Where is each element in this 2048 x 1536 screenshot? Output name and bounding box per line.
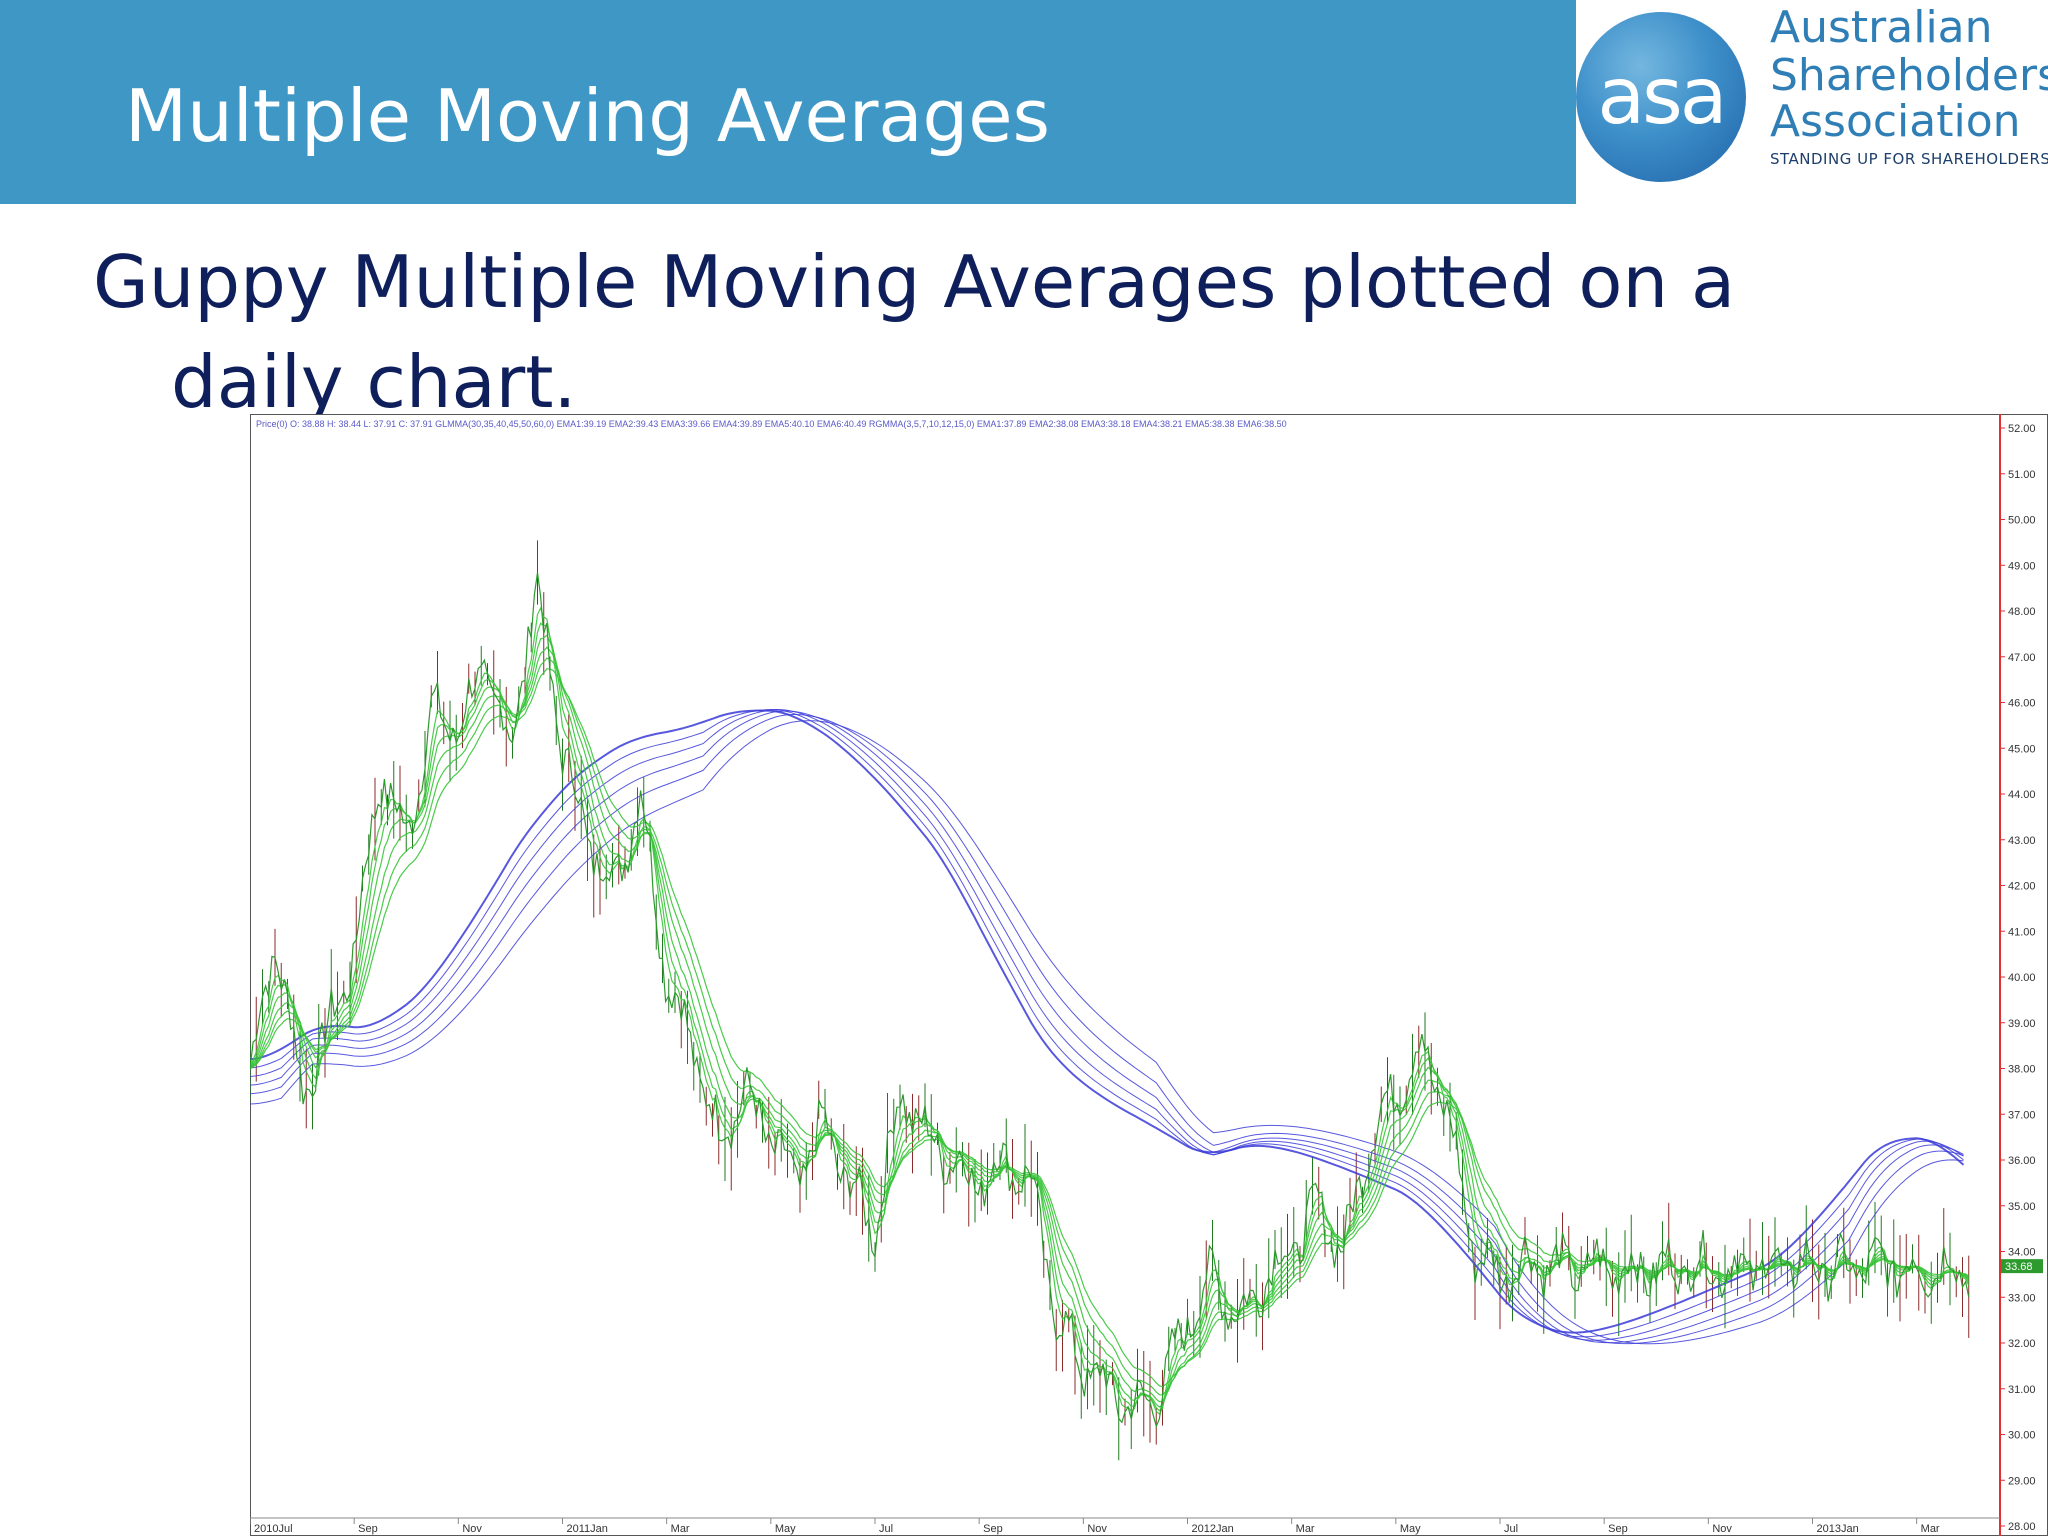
y-tick-label: 37.00 — [2008, 1109, 2036, 1121]
y-tick-label: 36.00 — [2008, 1155, 2036, 1167]
long-term-ema-group — [250, 708, 1965, 1345]
x-tick-label: Jul — [1504, 1523, 1518, 1535]
y-tick-label: 31.00 — [2008, 1384, 2036, 1396]
x-tick-label: Sep — [1608, 1523, 1628, 1535]
y-tick-label: 47.00 — [2008, 652, 2036, 664]
y-tick-label: 34.00 — [2008, 1247, 2036, 1259]
x-tick-label: Mar — [1921, 1523, 1940, 1535]
long-ema-line — [250, 708, 1964, 1338]
x-tick-label: Sep — [358, 1523, 378, 1535]
subtitle-line-2: daily chart. — [171, 340, 577, 424]
y-tick-label: 44.00 — [2008, 789, 2036, 801]
y-tick-label: 46.00 — [2008, 698, 2036, 710]
last-price-marker: 33.68 — [2001, 1259, 2043, 1274]
short-ema-line — [250, 657, 1970, 1396]
chart-legend: Price(0) O: 38.88 H: 38.44 L: 37.91 C: 3… — [256, 419, 1287, 429]
y-tick-label: 43.00 — [2008, 835, 2036, 847]
long-ema-line — [250, 710, 1964, 1344]
x-tick-label: Nov — [462, 1523, 482, 1535]
short-term-ema-group — [250, 606, 1970, 1415]
long-ema-line — [250, 708, 1964, 1341]
x-tick-label: Nov — [1087, 1523, 1107, 1535]
y-tick-label: 40.00 — [2008, 972, 2036, 984]
long-ema-line — [250, 714, 1964, 1345]
subtitle-line-1: Guppy Multiple Moving Averages plotted o… — [93, 240, 1736, 324]
y-tick-label: 50.00 — [2008, 515, 2036, 527]
x-tick-label: Jul — [879, 1523, 893, 1535]
y-tick-label: 30.00 — [2008, 1430, 2036, 1442]
title-bar: Multiple Moving Averages — [0, 0, 1576, 204]
asa-logo-mark: asa — [1597, 52, 1727, 142]
y-tick-label: 45.00 — [2008, 743, 2036, 755]
long-ema-line — [250, 720, 1964, 1345]
x-tick-label: 2011Jan — [567, 1523, 608, 1535]
short-ema-line — [250, 622, 1970, 1412]
y-tick-label: 33.00 — [2008, 1292, 2036, 1304]
y-tick-label: 41.00 — [2008, 926, 2036, 938]
x-tick-label: Mar — [671, 1523, 690, 1535]
y-tick-label: 29.00 — [2008, 1475, 2036, 1487]
short-ema-line — [250, 668, 1970, 1388]
y-tick-label: 52.00 — [2008, 423, 2036, 435]
logo-tagline: STANDING UP FOR SHAREHOLDERS — [1770, 150, 2048, 168]
x-tick-label: 2013Jan — [1817, 1523, 1859, 1535]
y-tick-label: 28.00 — [2008, 1521, 2036, 1533]
slide-subtitle: Guppy Multiple Moving Averages plotted o… — [93, 232, 1893, 432]
long-ema-line — [250, 709, 1965, 1334]
last-price-label: 33.68 — [2005, 1261, 2033, 1273]
gmma-chart: Price(0) O: 38.88 H: 38.44 L: 37.91 C: 3… — [250, 414, 2048, 1536]
y-tick-label: 39.00 — [2008, 1018, 2036, 1030]
logo-text-line1: Australian — [1770, 2, 1993, 53]
asa-logo: asa Australian Shareholders' Association… — [1576, 0, 2048, 204]
x-tick-label: May — [775, 1523, 796, 1535]
y-tick-label: 49.00 — [2008, 560, 2036, 572]
price-line — [250, 572, 1970, 1429]
price-series-group — [250, 572, 1970, 1429]
x-tick-label: 2012Jan — [1192, 1523, 1234, 1535]
x-tick-label: May — [1400, 1523, 1421, 1535]
y-tick-label: 48.00 — [2008, 606, 2036, 618]
x-tick-label: Mar — [1296, 1523, 1315, 1535]
y-tick-label: 42.00 — [2008, 881, 2036, 893]
logo-text-line3: Association — [1770, 96, 2021, 147]
logo-text-line2: Shareholders' — [1770, 50, 2048, 101]
last-price-box — [2001, 1259, 2043, 1274]
y-tick-label: 32.00 — [2008, 1338, 2036, 1350]
y-tick-label: 35.00 — [2008, 1201, 2036, 1213]
x-tick-label: 2010Jul — [254, 1523, 293, 1535]
slide-title: Multiple Moving Averages — [125, 74, 1051, 158]
y-tick-label: 51.00 — [2008, 469, 2036, 481]
chart-frame — [250, 414, 2048, 1536]
x-tick-label: Nov — [1712, 1523, 1732, 1535]
asa-logo-circle: asa — [1576, 12, 1746, 182]
y-axis-ticks: 52.00 51.00 50.00 49.00 48.00 47.00 46.00 45.00… — [2000, 423, 2036, 1533]
x-tick-label: Sep — [983, 1523, 1003, 1535]
x-axis-ticks: 2010Jul Sep Nov 2011Jan Mar May Jul Sep Nov 2012J… — [250, 1518, 1940, 1535]
y-tick-label: 38.00 — [2008, 1064, 2036, 1076]
